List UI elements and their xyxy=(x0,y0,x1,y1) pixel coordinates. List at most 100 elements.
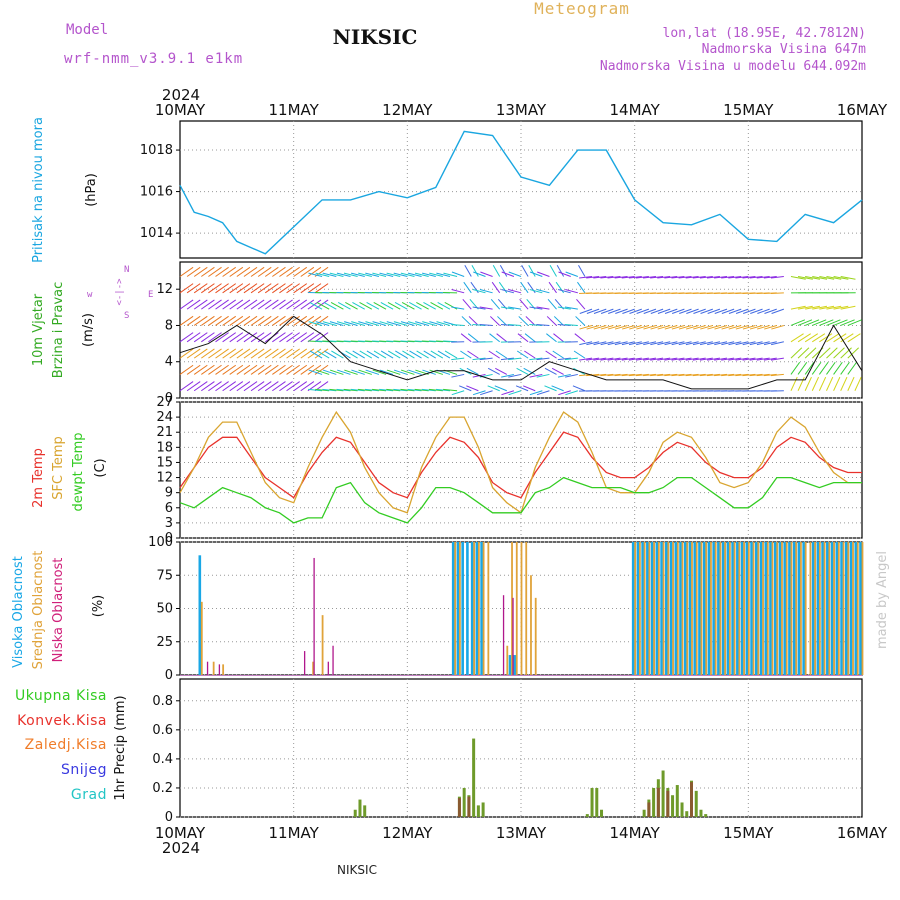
cloud-bar-1 xyxy=(691,542,693,675)
wind-arrow xyxy=(586,341,600,346)
wind-arrow xyxy=(372,388,387,392)
wind-arrow xyxy=(797,347,810,359)
wind-arrow xyxy=(700,324,713,330)
wind-arrow xyxy=(657,373,671,377)
cloud-bar-2 xyxy=(303,651,306,675)
wind-arrow xyxy=(372,321,387,326)
wind-arrow xyxy=(840,361,850,375)
wind-arrow xyxy=(685,357,699,361)
wind-arrow xyxy=(215,266,229,277)
cloud-bar-1 xyxy=(828,542,831,675)
wind-arrow xyxy=(812,276,828,280)
precip-total-bar xyxy=(481,802,485,817)
wind-arrow xyxy=(742,324,756,330)
model-name: wrf-nmm_v3.9.1 e1km xyxy=(64,51,243,67)
wind-arrow xyxy=(272,266,286,277)
ytick-pressure-1016: 1016 xyxy=(140,185,173,200)
wind-arrow xyxy=(307,364,322,375)
x-tick-top-14MAY: 14MAY xyxy=(610,101,661,119)
wind-arrow xyxy=(551,385,564,392)
wind-arrow xyxy=(544,385,557,392)
wind-arrow xyxy=(300,364,315,375)
x-tick-top-13MAY: 13MAY xyxy=(496,101,547,119)
wind-arrow xyxy=(525,316,536,326)
wind-arrow xyxy=(564,306,578,310)
wind-arrow xyxy=(575,316,586,326)
precip-conv-bar xyxy=(647,802,651,817)
wind-arrow xyxy=(819,305,835,310)
wind-arrow xyxy=(600,357,614,361)
cloud-bar-0 xyxy=(859,542,862,675)
wind-arrow xyxy=(364,388,379,392)
wind-arrow xyxy=(664,341,678,346)
wind-arrow xyxy=(819,276,835,280)
cloud-bar-1 xyxy=(771,542,774,675)
wind-arrow xyxy=(771,324,784,330)
wind-arrow xyxy=(553,333,564,343)
cloud-bar-0 xyxy=(679,542,682,675)
wind-arrow xyxy=(257,381,272,392)
cloud-bar-1 xyxy=(477,542,480,675)
wind-arrow xyxy=(322,369,337,375)
wind-arrow xyxy=(428,388,443,392)
wind-arrow xyxy=(564,357,578,361)
wind-arrow xyxy=(749,357,763,361)
cloud-bar-0 xyxy=(461,542,464,675)
wind-arrow xyxy=(593,373,607,377)
wind-arrow xyxy=(236,266,251,277)
cloud-bar-1 xyxy=(487,542,490,675)
cloud-bar-0 xyxy=(792,542,796,675)
wind-arrow xyxy=(386,272,401,277)
x-tick-bottom-16MAY: 16MAY xyxy=(837,824,888,842)
wind-arrow xyxy=(636,308,650,314)
cloud-bar-0 xyxy=(811,542,815,675)
wind-arrow xyxy=(451,390,465,396)
wind-arrow xyxy=(422,272,436,277)
cloud-bar-1 xyxy=(676,542,679,675)
wind-arrow xyxy=(657,341,671,346)
cloud-bar-1 xyxy=(785,542,788,675)
wind-arrow xyxy=(536,373,550,378)
wind-arrow xyxy=(322,321,337,326)
wind-arrow xyxy=(600,341,614,346)
wind-arrow xyxy=(840,347,852,359)
wind-arrow xyxy=(387,302,401,310)
wind-arrow xyxy=(186,266,201,277)
wind-arrow xyxy=(461,316,472,326)
wind-arrow xyxy=(621,276,635,279)
wind-arrow xyxy=(756,357,770,361)
wind-arrow xyxy=(664,276,678,279)
wind-arrow xyxy=(756,373,770,377)
cloud-bar-1 xyxy=(639,542,641,675)
wind-arrow xyxy=(472,357,486,361)
wind-arrow xyxy=(193,266,208,277)
wind-arrow xyxy=(329,369,344,375)
wind-arrow xyxy=(421,388,436,392)
wind-arrow xyxy=(222,381,237,392)
wind-arrow xyxy=(307,315,322,326)
wind-arrow xyxy=(300,266,315,277)
wind-arrow xyxy=(797,276,813,280)
wind-arrow xyxy=(721,276,735,279)
wind-arrow xyxy=(515,385,529,392)
cloud-bar-0 xyxy=(797,542,801,675)
wind-arrow xyxy=(763,357,777,361)
cloud-bar-1 xyxy=(648,542,651,675)
wind-arrow xyxy=(293,299,308,310)
wind-arrow xyxy=(797,305,813,310)
wind-arrow xyxy=(557,373,571,378)
wind-arrow xyxy=(451,357,465,361)
precip-legend-1: Konvek.Kisa xyxy=(17,713,107,729)
wind-arrow xyxy=(463,281,472,294)
wind-arrow xyxy=(819,347,831,359)
cloud-bar-0 xyxy=(631,542,635,675)
pressure-unit: (hPa) xyxy=(84,173,99,207)
wind-arrow xyxy=(833,319,848,326)
cloud-bar-0 xyxy=(660,542,663,675)
wind-arrow xyxy=(643,276,657,279)
wind-arrow xyxy=(379,369,394,375)
wind-arrow xyxy=(714,373,728,377)
wind-arrow xyxy=(529,306,543,310)
wind-arrow xyxy=(714,324,728,330)
wind-arrow xyxy=(279,283,293,294)
